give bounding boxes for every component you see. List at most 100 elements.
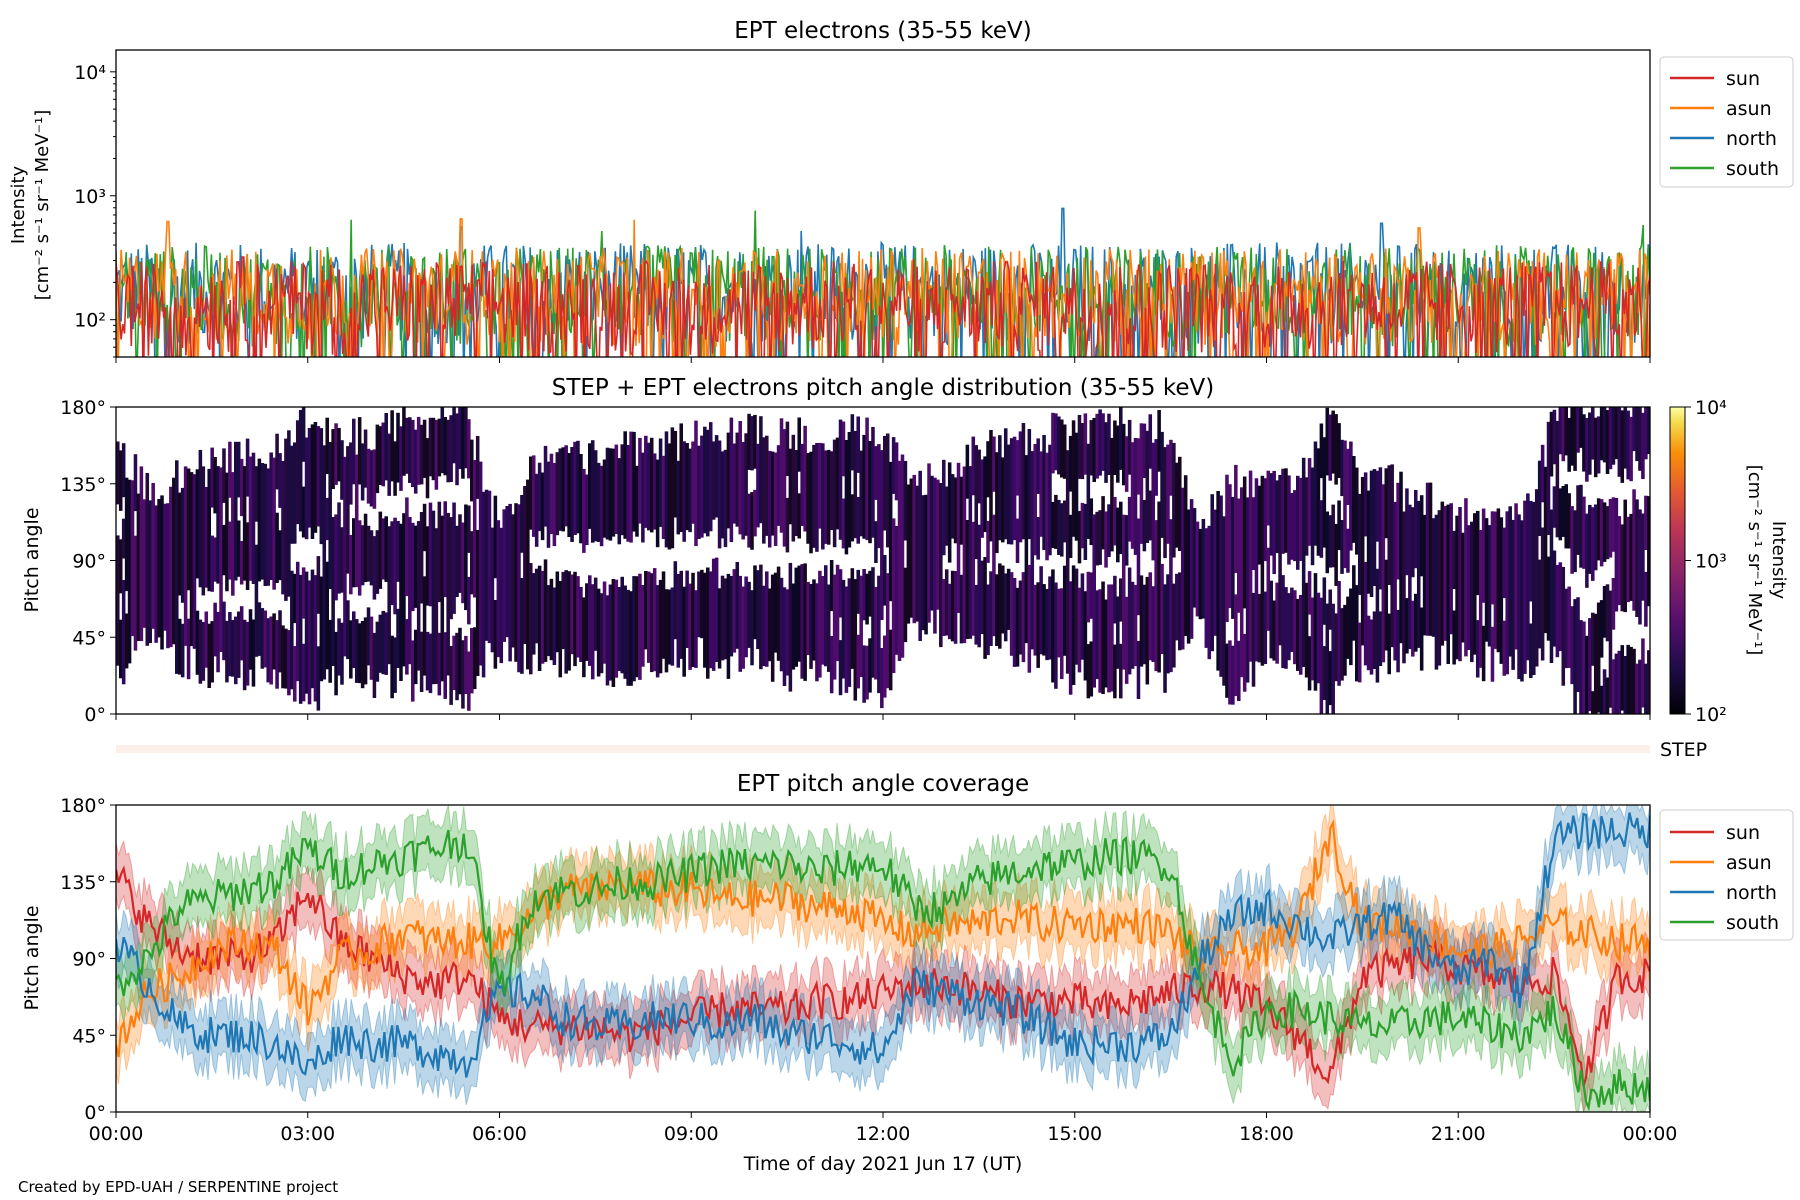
heatmap-cell (974, 445, 978, 560)
series-line-south (116, 829, 1650, 1112)
heatmap-cell (1080, 502, 1085, 549)
heatmap-cell (1148, 572, 1153, 661)
heatmap-cell (1048, 444, 1052, 556)
heatmap-cell (121, 518, 126, 559)
heatmap-cell (1319, 597, 1324, 714)
heatmap-cell (1154, 439, 1158, 496)
heatmap-cell (1425, 482, 1430, 636)
heatmap-cell (983, 456, 987, 533)
heatmap-cell (116, 535, 120, 666)
heatmap-cell (1638, 407, 1642, 471)
heatmap-cell (446, 419, 450, 483)
heatmap-cell (1009, 572, 1014, 656)
heatmap-cell (838, 569, 843, 618)
heatmap-cell (493, 495, 498, 579)
heatmap-cell (647, 571, 651, 663)
heatmap-cell (1121, 514, 1126, 670)
heatmap-cell (1629, 416, 1633, 482)
heatmap-cell (475, 529, 480, 676)
heatmap-cell (1399, 471, 1403, 644)
heatmap-cell (405, 619, 409, 675)
heatmap-cell (593, 577, 598, 651)
heatmap-cell (1322, 577, 1327, 625)
heatmap-cell (340, 527, 344, 593)
heatmap-cell (885, 433, 890, 548)
heatmap-cell (1178, 572, 1182, 651)
heatmap-cell (909, 478, 914, 618)
heatmap-cell (605, 595, 610, 686)
legend-box (1659, 56, 1794, 188)
heatmap-cell (812, 579, 816, 661)
heatmap-cell (1195, 521, 1200, 617)
heatmap-cell (1110, 584, 1114, 692)
heatmap-cell (1529, 623, 1533, 678)
heatmap-cell (1222, 516, 1226, 686)
heatmap-cell (1257, 485, 1262, 565)
heatmap-cell (1337, 500, 1341, 551)
heatmap-cell (1169, 439, 1173, 496)
heatmap-cell (936, 479, 940, 610)
heatmap-cell (1620, 410, 1625, 483)
heatmap-cell (732, 443, 737, 524)
heatmap-cell (1611, 407, 1616, 465)
heatmap-cell (1611, 659, 1616, 714)
heatmap-cell (419, 512, 424, 604)
heatmap-cell (1617, 650, 1622, 714)
heatmap-cell (1511, 519, 1515, 670)
panel2-heatmap (116, 407, 1650, 714)
heatmap-cell (151, 483, 155, 629)
heatmap-cell (543, 445, 548, 527)
heatmap-cell (183, 466, 188, 646)
heatmap-cell (402, 407, 406, 476)
heatmap-cell (1470, 521, 1474, 663)
heatmap-cell (1278, 474, 1282, 646)
heatmap-cell (328, 442, 332, 589)
heatmap-cell (372, 449, 377, 509)
heatmap-cell (207, 468, 211, 592)
heatmap-cell (927, 463, 931, 623)
heatmap-cell (824, 450, 828, 544)
heatmap-cell (298, 410, 303, 532)
colorbar-tick-label: 10³ (1695, 551, 1727, 573)
heatmap-cell (534, 473, 539, 547)
heatmap-cell (1062, 500, 1067, 543)
y-tick-label: 10² (74, 310, 106, 332)
heatmap-cell (977, 449, 981, 504)
heatmap-cell (467, 576, 471, 625)
heatmap-cell (210, 621, 214, 683)
heatmap-cell (139, 466, 144, 642)
heatmap-cell (1561, 407, 1566, 462)
heatmap-cell (313, 575, 318, 702)
heatmap-cell (346, 446, 350, 574)
heatmap-cell (452, 635, 456, 691)
heatmap-cell (714, 557, 719, 662)
heatmap-cell (272, 613, 276, 670)
heatmap-cell (888, 461, 893, 602)
heatmap-cell (1319, 423, 1324, 479)
heatmap-cell (971, 521, 976, 636)
heatmap-cell (352, 418, 356, 485)
heatmap-cell (443, 417, 447, 476)
heatmap-cell (1428, 482, 1433, 636)
y-tick-label: 10⁴ (74, 62, 106, 84)
heatmap-cell (393, 517, 397, 615)
heatmap-cell (735, 562, 740, 649)
heatmap-cell (428, 417, 433, 477)
heatmap-cell (1585, 635, 1589, 714)
heatmap-cell (608, 448, 613, 541)
heatmap-cell (354, 619, 359, 683)
heatmap-cell (723, 449, 728, 548)
heatmap-cell (1346, 596, 1350, 659)
heatmap-cell (1452, 530, 1456, 589)
heatmap-cell (260, 608, 265, 669)
heatmap-cell (1001, 457, 1005, 543)
heatmap-cell (871, 427, 875, 538)
heatmap-cell (236, 441, 241, 498)
y-tick-label: 45° (72, 627, 106, 649)
legend-label-sun: sun (1726, 68, 1760, 90)
heatmap-cell (697, 445, 701, 539)
heatmap-cell (455, 525, 459, 597)
heatmap-cell (239, 541, 244, 585)
heatmap-cell (670, 427, 675, 549)
heatmap-cell (1083, 413, 1088, 475)
